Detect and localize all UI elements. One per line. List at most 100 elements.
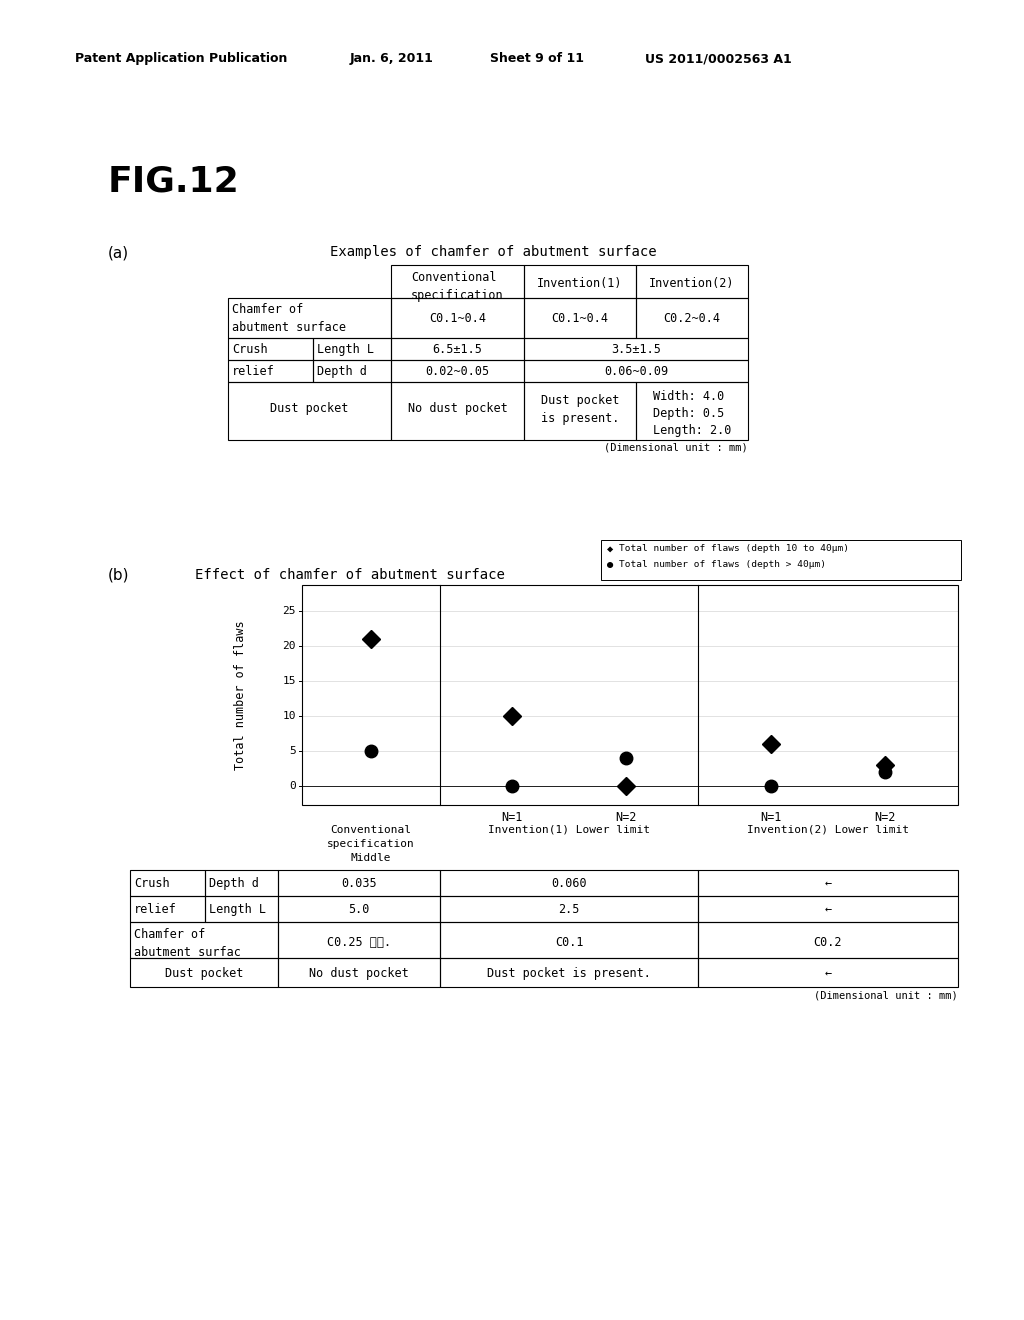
- Text: C0.1~0.4: C0.1~0.4: [429, 312, 486, 325]
- Text: Length L: Length L: [317, 343, 374, 356]
- Text: 0: 0: [289, 781, 296, 791]
- Text: 6.5±1.5: 6.5±1.5: [432, 343, 482, 356]
- Text: 0.06~0.09: 0.06~0.09: [604, 366, 668, 378]
- Bar: [228, 298, 391, 338]
- Text: C0.25 。。.: C0.25 。。.: [327, 936, 391, 949]
- Text: N=2: N=2: [615, 810, 637, 824]
- Bar: [636, 265, 748, 298]
- Text: 0.02~0.05: 0.02~0.05: [425, 366, 489, 378]
- Text: 20: 20: [283, 642, 296, 651]
- Bar: [440, 958, 698, 987]
- Text: Examples of chamfer of abutment surface: Examples of chamfer of abutment surface: [330, 246, 656, 259]
- Text: Conventional
specification: Conventional specification: [412, 271, 504, 302]
- Bar: [205, 896, 278, 921]
- Text: Width: 4.0
Depth: 0.5
Length: 2.0: Width: 4.0 Depth: 0.5 Length: 2.0: [653, 389, 731, 437]
- Text: Crush: Crush: [134, 876, 170, 890]
- Bar: [698, 921, 958, 958]
- Bar: [228, 338, 313, 360]
- Bar: [391, 298, 524, 338]
- Text: C0.2: C0.2: [814, 936, 843, 949]
- Bar: [601, 540, 961, 579]
- Bar: [524, 381, 636, 440]
- Text: US 2011/0002563 A1: US 2011/0002563 A1: [645, 51, 792, 65]
- Bar: [313, 338, 391, 360]
- Text: N=1: N=1: [760, 810, 781, 824]
- Bar: [130, 870, 205, 896]
- Bar: [302, 585, 958, 805]
- Text: Conventional
specification
Middle: Conventional specification Middle: [327, 825, 415, 863]
- Bar: [524, 298, 636, 338]
- Bar: [205, 870, 278, 896]
- Bar: [228, 381, 391, 440]
- Text: Patent Application Publication: Patent Application Publication: [75, 51, 288, 65]
- Text: Dust pocket
is present.: Dust pocket is present.: [541, 393, 620, 425]
- Text: No dust pocket: No dust pocket: [408, 403, 507, 414]
- Bar: [130, 958, 278, 987]
- Text: ←: ←: [824, 876, 831, 890]
- Bar: [391, 381, 524, 440]
- Text: 0.035: 0.035: [341, 876, 377, 890]
- Text: 3.5±1.5: 3.5±1.5: [611, 343, 660, 356]
- Text: 25: 25: [283, 606, 296, 616]
- Bar: [130, 921, 278, 958]
- Text: (Dimensional unit : mm): (Dimensional unit : mm): [604, 444, 748, 453]
- Bar: [391, 265, 524, 298]
- Text: Crush: Crush: [232, 343, 267, 356]
- Text: Total number of flaws (depth > 40μm): Total number of flaws (depth > 40μm): [618, 560, 826, 569]
- Text: Total number of flaws (depth 10 to 40μm): Total number of flaws (depth 10 to 40μm): [618, 544, 849, 553]
- Bar: [391, 338, 524, 360]
- Bar: [524, 360, 748, 381]
- Bar: [278, 921, 440, 958]
- Text: Sheet 9 of 11: Sheet 9 of 11: [490, 51, 584, 65]
- Text: ←: ←: [824, 968, 831, 979]
- Text: relief: relief: [134, 903, 177, 916]
- Bar: [228, 360, 313, 381]
- Bar: [130, 896, 205, 921]
- Text: Dust pocket is present.: Dust pocket is present.: [487, 968, 651, 979]
- Text: Depth d: Depth d: [317, 366, 367, 378]
- Bar: [698, 958, 958, 987]
- Bar: [636, 381, 748, 440]
- Text: C0.1: C0.1: [555, 936, 584, 949]
- Text: Total number of flaws: Total number of flaws: [233, 620, 247, 770]
- Text: Invention(1): Invention(1): [538, 277, 623, 290]
- Text: Invention(2) Lower limit: Invention(2) Lower limit: [746, 825, 909, 836]
- Text: 5: 5: [289, 746, 296, 756]
- Text: ◆: ◆: [607, 544, 613, 554]
- Bar: [391, 360, 524, 381]
- Text: (Dimensional unit : mm): (Dimensional unit : mm): [814, 990, 958, 1001]
- Bar: [440, 896, 698, 921]
- Text: N=1: N=1: [502, 810, 523, 824]
- Text: FIG.12: FIG.12: [108, 165, 240, 199]
- Bar: [636, 298, 748, 338]
- Text: 5.0: 5.0: [348, 903, 370, 916]
- Text: Chamfer of
abutment surface: Chamfer of abutment surface: [232, 304, 346, 334]
- Bar: [698, 870, 958, 896]
- Text: Length L: Length L: [209, 903, 266, 916]
- Bar: [524, 265, 636, 298]
- Text: Effect of chamfer of abutment surface: Effect of chamfer of abutment surface: [195, 568, 505, 582]
- Text: (b): (b): [108, 568, 129, 583]
- Bar: [278, 870, 440, 896]
- Text: Dust pocket: Dust pocket: [270, 403, 349, 414]
- Text: C0.1~0.4: C0.1~0.4: [552, 312, 608, 325]
- Text: relief: relief: [232, 366, 274, 378]
- Text: No dust pocket: No dust pocket: [309, 968, 409, 979]
- Text: Depth d: Depth d: [209, 876, 259, 890]
- Bar: [524, 338, 748, 360]
- Bar: [278, 958, 440, 987]
- Bar: [440, 921, 698, 958]
- Text: Invention(1) Lower limit: Invention(1) Lower limit: [488, 825, 650, 836]
- Bar: [698, 896, 958, 921]
- Bar: [440, 870, 698, 896]
- Bar: [278, 896, 440, 921]
- Bar: [313, 360, 391, 381]
- Text: C0.2~0.4: C0.2~0.4: [664, 312, 721, 325]
- Text: Chamfer of
abutment surfac: Chamfer of abutment surfac: [134, 928, 241, 960]
- Text: Jan. 6, 2011: Jan. 6, 2011: [350, 51, 434, 65]
- Text: (a): (a): [108, 246, 129, 260]
- Text: ●: ●: [607, 560, 613, 570]
- Text: ←: ←: [824, 903, 831, 916]
- Text: 15: 15: [283, 676, 296, 686]
- Text: Dust pocket: Dust pocket: [165, 968, 243, 979]
